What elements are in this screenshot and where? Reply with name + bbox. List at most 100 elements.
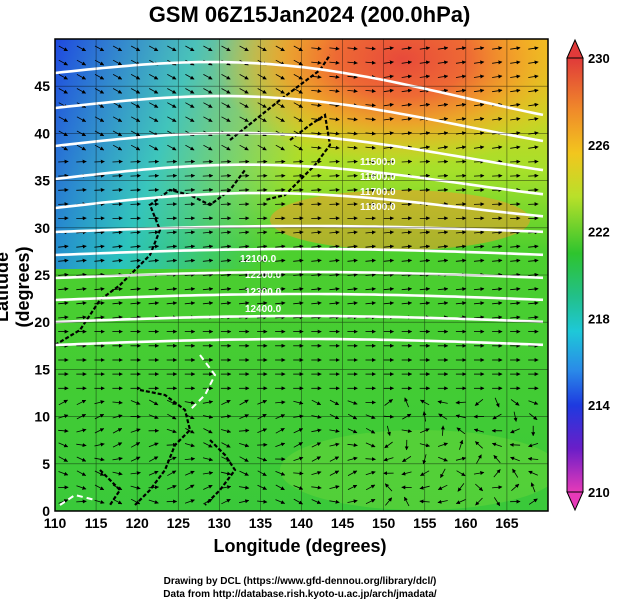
wind-arrow (347, 428, 358, 434)
wind-arrow (384, 399, 393, 406)
wind-arrow (94, 144, 105, 151)
wind-arrow (510, 399, 520, 406)
contour-line (189, 354, 217, 411)
wind-arrow (293, 59, 303, 66)
wind-arrow (365, 216, 376, 221)
wind-arrow (493, 497, 501, 507)
wind-arrow (112, 59, 123, 66)
wind-arrow (437, 442, 448, 447)
wind-arrow (347, 244, 358, 249)
wind-arrow (166, 230, 178, 235)
wind-arrow (112, 116, 123, 122)
wind-arrow (58, 315, 69, 320)
wind-arrow (528, 287, 539, 292)
wind-arrow (473, 258, 485, 263)
wind-arrow (184, 159, 196, 164)
contour-line (55, 337, 544, 347)
wind-arrow (401, 230, 412, 235)
wind-arrow (275, 159, 286, 164)
wind-arrow (527, 456, 539, 461)
wind-arrow (475, 483, 483, 492)
wind-arrow (437, 145, 449, 150)
wind-arrow (130, 88, 141, 94)
wind-arrow (149, 88, 159, 94)
wind-arrow (437, 258, 449, 263)
x-tick-label: 120 (125, 515, 149, 531)
wind-arrow (455, 456, 467, 461)
wind-arrow (311, 244, 322, 249)
wind-arrow (329, 145, 340, 150)
contour-line (55, 191, 544, 218)
wind-arrow (473, 88, 485, 93)
wind-arrow (220, 159, 232, 164)
wind-arrow (383, 230, 394, 235)
wind-arrow (383, 258, 394, 263)
wind-arrow (185, 428, 195, 434)
wind-arrow (238, 301, 250, 306)
wind-arrow (473, 117, 485, 122)
wind-arrow (492, 287, 503, 292)
page-title: GSM 06Z15Jan2024 (200.0hPa) (148, 2, 471, 27)
wind-arrow (239, 443, 250, 448)
wind-arrow (149, 102, 159, 108)
wind-arrow (58, 287, 69, 292)
wind-arrow (455, 60, 467, 65)
wind-arrow (257, 159, 268, 164)
wind-arrow (275, 258, 286, 263)
wind-arrow (365, 103, 376, 108)
wind-arrow (184, 456, 196, 461)
plot-frame (54, 38, 549, 512)
wind-arrow (112, 74, 123, 80)
wind-arrow (184, 216, 196, 221)
wind-arrow (58, 187, 69, 192)
wind-arrow (510, 88, 521, 93)
x-tick-label: 115 (85, 515, 108, 531)
wind-arrow (329, 470, 340, 476)
wind-arrow (130, 159, 141, 164)
wind-arrow (58, 45, 68, 52)
wind-arrow (437, 400, 448, 405)
wind-arrow (455, 499, 466, 504)
wind-arrow (311, 287, 322, 292)
contour-line (55, 94, 544, 143)
wind-arrow (76, 88, 87, 94)
wind-arrow (492, 74, 503, 79)
wind-arrow (275, 173, 286, 178)
wind-arrow (455, 400, 466, 405)
wind-arrow (492, 117, 503, 122)
wind-arrow (76, 187, 87, 192)
wind-arrow (166, 173, 178, 178)
wind-arrow (58, 442, 69, 448)
wind-arrow (365, 301, 376, 306)
wind-arrow (203, 428, 213, 434)
wind-arrow (166, 287, 178, 292)
wind-arrow (130, 258, 141, 263)
wind-arrow (184, 400, 196, 405)
wind-arrow (329, 456, 340, 462)
wind-arrow (149, 399, 159, 406)
y-tick-label: 40 (34, 125, 50, 141)
wind-arrow (76, 301, 87, 306)
wind-arrow (185, 144, 195, 151)
wind-arrow (492, 145, 503, 150)
wind-arrow (275, 187, 286, 192)
wind-arrow (365, 173, 376, 178)
wind-arrow (510, 301, 521, 306)
wind-arrow (511, 483, 520, 492)
wind-arrow (329, 216, 340, 221)
wind-arrow (455, 187, 467, 192)
wind-arrow (239, 499, 250, 504)
wind-arrow (184, 244, 196, 249)
wind-arrow (510, 159, 521, 164)
wind-arrow (473, 244, 485, 249)
wind-arrow (475, 441, 483, 449)
wind-arrow (202, 173, 214, 178)
wind-arrow (437, 159, 449, 164)
wind-arrow (365, 117, 376, 122)
wind-arrow (311, 485, 322, 490)
wind-arrow (166, 216, 178, 221)
wind-arrow (473, 74, 485, 79)
wind-arrow (130, 187, 141, 192)
wind-arrow (455, 301, 467, 306)
wind-arrow (492, 173, 503, 178)
